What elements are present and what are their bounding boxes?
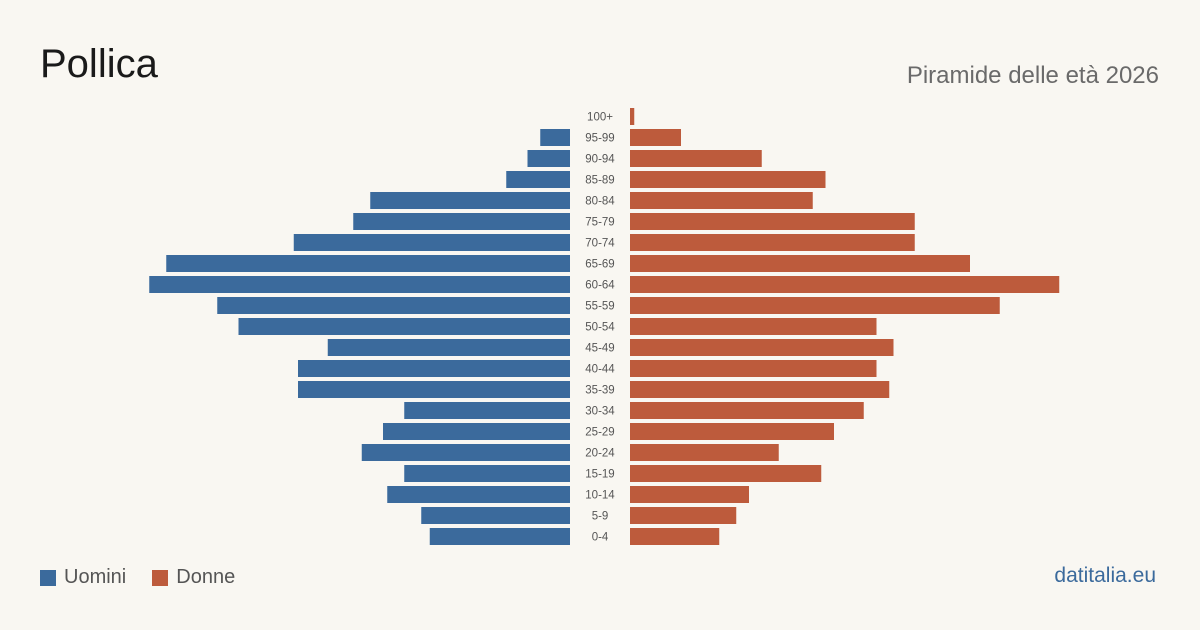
bar-male-90-94: [527, 150, 570, 167]
age-label-50-54: 50-54: [585, 322, 615, 334]
bar-female-30-34: [630, 402, 864, 419]
age-label-85-89: 85-89: [585, 175, 614, 187]
age-label-10-14: 10-14: [585, 490, 615, 502]
age-label-5-9: 5-9: [592, 511, 609, 523]
bar-male-80-84: [370, 192, 570, 209]
bar-male-5-9: [421, 507, 570, 524]
age-label-55-59: 55-59: [585, 301, 614, 313]
bar-male-25-29: [383, 423, 570, 440]
age-label-15-19: 15-19: [585, 469, 614, 481]
brand-link[interactable]: datitalia.eu: [1054, 564, 1156, 587]
legend-swatch-male: [40, 569, 56, 586]
bar-female-65-69: [630, 255, 970, 272]
bar-female-20-24: [630, 444, 779, 461]
bar-male-40-44: [298, 360, 570, 377]
legend-label-female: Donne: [176, 566, 236, 588]
age-label-60-64: 60-64: [585, 280, 615, 292]
bar-male-10-14: [387, 486, 570, 503]
age-label-0-4: 0-4: [592, 532, 609, 544]
legend-label-male: Uomini: [64, 566, 127, 588]
legend-item-male: Uomini: [40, 566, 126, 589]
bar-female-15-19: [630, 465, 822, 482]
chart-title: Pollica: [40, 42, 158, 86]
age-label-20-24: 20-24: [585, 448, 615, 460]
bar-male-65-69: [166, 255, 570, 272]
age-label-45-49: 45-49: [585, 343, 614, 355]
bar-female-85-89: [630, 171, 826, 188]
bar-female-60-64: [630, 276, 1060, 293]
age-label-75-79: 75-79: [585, 217, 614, 229]
bar-female-40-44: [630, 360, 877, 377]
age-label-90-94: 90-94: [585, 154, 615, 166]
age-label-70-74: 70-74: [585, 238, 615, 250]
bar-female-0-4: [630, 528, 720, 545]
bar-female-5-9: [630, 507, 737, 524]
bar-male-45-49: [327, 339, 570, 356]
bar-male-55-59: [217, 297, 570, 314]
bar-male-85-89: [506, 171, 570, 188]
age-label-30-34: 30-34: [585, 406, 615, 418]
bar-female-80-84: [630, 192, 813, 209]
age-label-65-69: 65-69: [585, 259, 614, 271]
bar-male-30-34: [404, 402, 570, 419]
age-label-80-84: 80-84: [585, 196, 615, 208]
age-label-95-99: 95-99: [585, 133, 614, 145]
bar-female-45-49: [630, 339, 894, 356]
bar-male-75-79: [353, 213, 570, 230]
age-label-100+: 100+: [587, 112, 613, 124]
bar-female-100+: [630, 108, 635, 125]
bar-male-15-19: [404, 465, 570, 482]
bar-male-20-24: [361, 444, 570, 461]
bar-male-50-54: [238, 318, 570, 335]
bar-female-25-29: [630, 423, 834, 440]
bar-female-75-79: [630, 213, 915, 230]
bar-male-70-74: [293, 234, 570, 251]
bar-female-95-99: [630, 129, 681, 146]
bar-female-55-59: [630, 297, 1000, 314]
bar-male-60-64: [149, 276, 570, 293]
bar-female-70-74: [630, 234, 915, 251]
bar-male-35-39: [298, 381, 570, 398]
bar-female-90-94: [630, 150, 762, 167]
bar-female-10-14: [630, 486, 749, 503]
legend: Uomini Donne: [40, 566, 261, 589]
legend-swatch-female: [152, 569, 169, 586]
legend-item-female: Donne: [152, 566, 235, 589]
bar-female-35-39: [630, 381, 890, 398]
bar-male-95-99: [540, 129, 570, 146]
age-label-40-44: 40-44: [585, 364, 615, 376]
age-label-25-29: 25-29: [585, 427, 614, 439]
bar-male-0-4: [429, 528, 570, 545]
bar-female-50-54: [630, 318, 877, 335]
age-label-35-39: 35-39: [585, 385, 614, 397]
chart-subtitle: Piramide delle età 2026: [906, 62, 1159, 89]
